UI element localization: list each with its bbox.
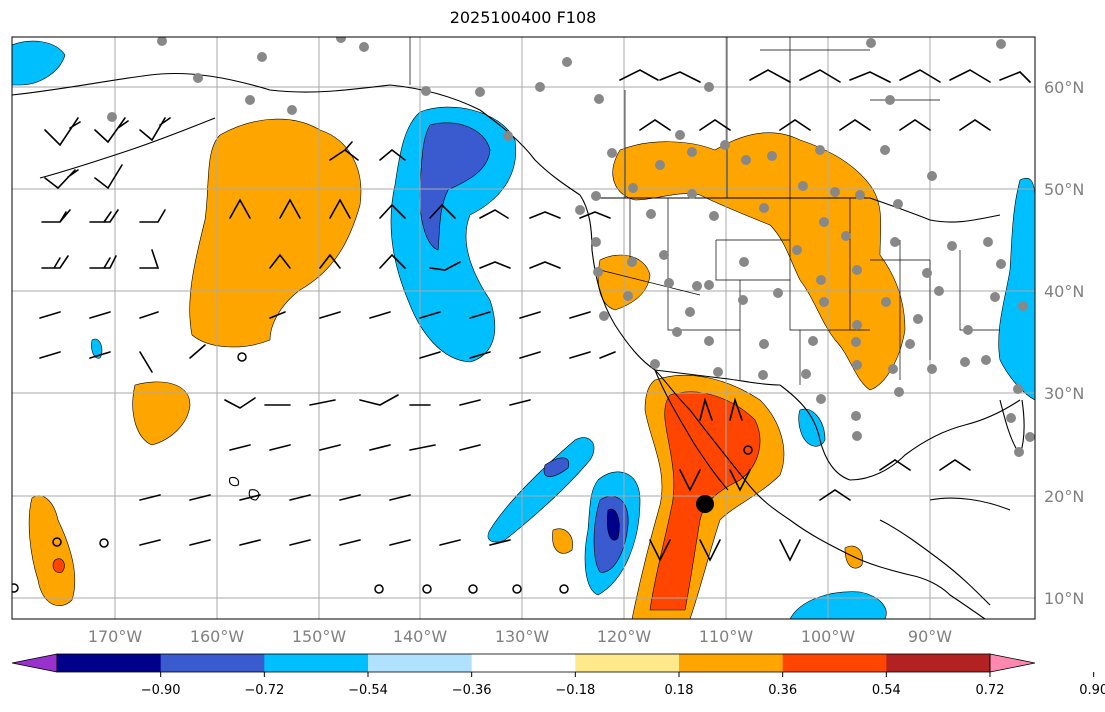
colorbar-segment — [782, 654, 887, 672]
orange-region-canada-plains — [612, 132, 906, 391]
hawaii — [229, 476, 260, 501]
us-canada-border — [592, 197, 1001, 223]
orange-small-126W — [552, 528, 573, 554]
colorbar-segment — [57, 654, 162, 672]
lon-label: 100°W — [801, 627, 856, 646]
blue-small-150W — [91, 338, 103, 359]
colorbar-segment — [471, 654, 576, 672]
graticule — [12, 37, 1035, 619]
colorbar-tick-label: 0.18 — [665, 683, 694, 698]
political-boundaries — [409, 37, 1000, 385]
colorbar-segment — [264, 654, 369, 672]
colorbar-tick-label: 0.90 — [1079, 683, 1105, 698]
colorbar-tick-label: −0.72 — [244, 683, 284, 698]
plot-frame — [11, 36, 1036, 620]
colorbar-tick-label: 0.54 — [872, 683, 901, 698]
red-small-far-west — [52, 558, 65, 573]
gulf-coast — [779, 384, 1021, 481]
lat-label: 10°N — [1044, 589, 1084, 608]
central-america — [879, 519, 991, 606]
colorbar-tick-label: −0.90 — [141, 683, 181, 698]
shaded-anomaly-field — [12, 40, 1035, 619]
lon-label: 160°W — [190, 627, 245, 646]
baja-california — [654, 369, 729, 491]
lat-label: 40°N — [1044, 282, 1084, 301]
colorbar-segment — [160, 654, 265, 672]
colorbar-extend-high — [989, 653, 1036, 673]
lat-label: 30°N — [1044, 384, 1084, 403]
lat-label: 20°N — [1044, 487, 1084, 506]
cuba — [929, 497, 1011, 511]
colorbar-tick-label: −0.54 — [348, 683, 388, 698]
lon-label: 170°W — [88, 627, 143, 646]
lon-label: 90°W — [908, 627, 952, 646]
blue-small-gulf — [798, 408, 826, 447]
lon-label: 130°W — [495, 627, 550, 646]
coastlines — [12, 72, 1025, 619]
lat-label: 60°N — [1044, 78, 1084, 97]
aleutian-chain — [39, 117, 216, 179]
latitude-axis: 60°N 50°N 40°N 30°N 20°N 10°N — [1044, 78, 1084, 608]
us-mexico-border — [654, 369, 781, 386]
colorbar: −0.90 −0.72 −0.54 −0.36 −0.18 0.18 0.36 0.54 0.7… — [11, 653, 1105, 698]
gray-dots — [107, 37, 1035, 457]
lon-label: 150°W — [292, 627, 347, 646]
colorbar-frame — [56, 653, 991, 673]
blue-region-bottom — [789, 591, 887, 619]
lat-label: 50°N — [1044, 180, 1084, 199]
colorbar-tick-label: 0.72 — [976, 683, 1005, 698]
colorbar-extend-low — [11, 653, 58, 673]
colorbar-segment — [368, 654, 473, 672]
map-title: 2025100400 F108 — [449, 8, 597, 27]
wind-barbs — [39, 69, 1031, 562]
lon-label: 140°W — [393, 627, 448, 646]
medium-blue-streak — [543, 457, 570, 477]
orange-region-pacific-west — [189, 118, 362, 348]
blue-region-east-coast — [998, 177, 1035, 401]
blue-region-northwest — [12, 40, 66, 86]
dark-blue-120W — [607, 508, 620, 541]
orange-region-small-west — [132, 381, 191, 446]
storm-center-dot — [696, 495, 714, 513]
lon-label: 110°W — [699, 627, 754, 646]
colorbar-tick-label: −0.18 — [555, 683, 595, 698]
orange-region-far-west — [28, 495, 76, 606]
colorbar-segment — [575, 654, 680, 672]
colorbar-segment — [679, 654, 784, 672]
colorbar-tick-label: −0.36 — [452, 683, 492, 698]
longitude-axis: 170°W 160°W 150°W 140°W 130°W 120°W 110°… — [88, 627, 952, 646]
lon-label: 120°W — [597, 627, 652, 646]
alaska-coast — [12, 72, 581, 196]
colorbar-segment — [886, 654, 991, 672]
colorbar-tick-label: 0.36 — [768, 683, 797, 698]
calm-circles — [12, 352, 753, 594]
